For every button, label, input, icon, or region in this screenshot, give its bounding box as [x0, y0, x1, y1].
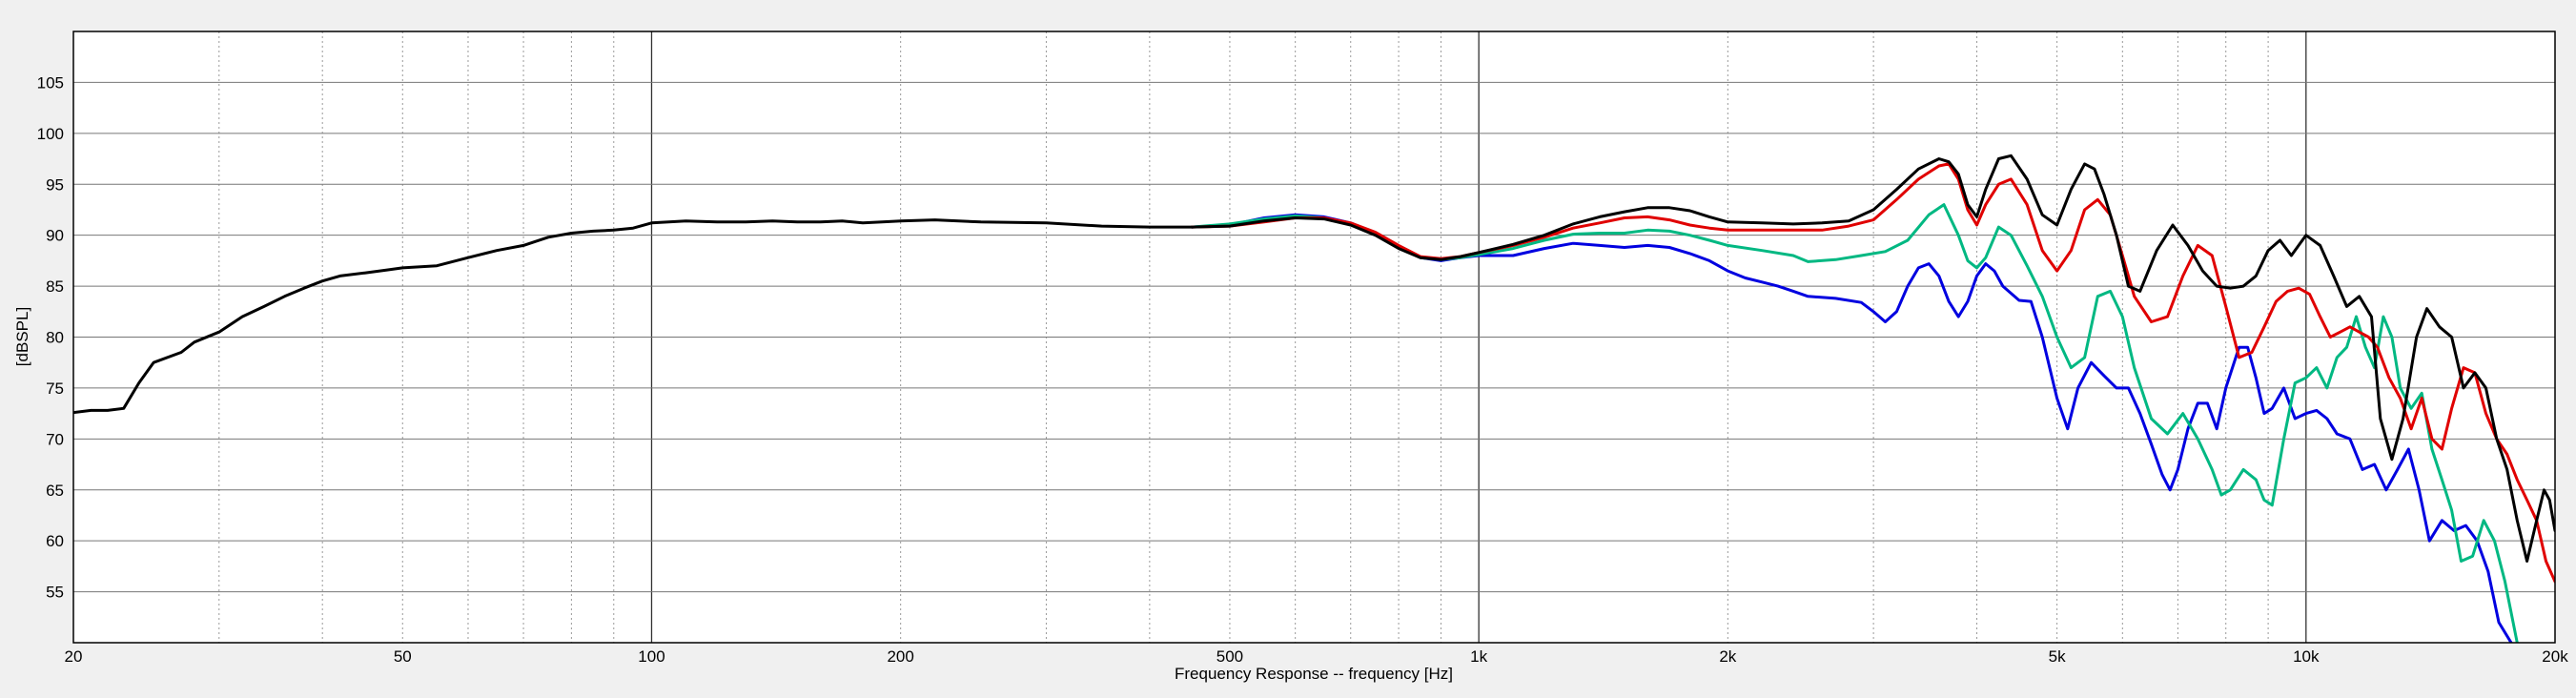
x-tick-label: 200 [887, 647, 913, 666]
x-tick-label: 100 [638, 647, 664, 666]
x-tick-label: 10k [2293, 647, 2320, 666]
x-tick-label: 1k [1470, 647, 1487, 666]
series-line-2 [1190, 203, 2519, 643]
y-tick-label: 100 [37, 125, 64, 143]
plot-frame [72, 31, 2556, 644]
y-tick-label: 60 [46, 532, 64, 550]
y-tick-label: 65 [46, 482, 64, 500]
x-axis-label: Frequency Response -- frequency [Hz] [1175, 665, 1453, 683]
y-tick-label: 55 [46, 584, 64, 602]
series-line-4 [73, 154, 2555, 563]
y-tick-label: 75 [46, 380, 64, 398]
y-tick-label: 70 [46, 430, 64, 448]
y-tick-label: 105 [37, 73, 64, 92]
tick-layer: 55 60 65 70 75 80 85 90 95 100 105 20 50 100 200 500 1k 2… [37, 73, 2569, 666]
x-tick-label: 50 [394, 647, 412, 666]
y-tick-label: 90 [46, 227, 64, 245]
x-tick-label: 5k [2049, 647, 2066, 666]
y-axis-label: [dBSPL] [13, 307, 31, 366]
y-tick-label: 85 [46, 277, 64, 296]
x-tick-label: 2k [1719, 647, 1736, 666]
grid-layer [73, 31, 2555, 643]
series-line-3 [1190, 162, 2555, 584]
x-tick-label: 500 [1216, 647, 1243, 666]
x-tick-label: 20 [65, 647, 83, 666]
y-tick-label: 95 [46, 175, 64, 194]
y-tick-label: 80 [46, 329, 64, 347]
x-tick-label: 20k [2542, 647, 2568, 666]
series-layer [73, 154, 2555, 643]
series-line-1 [1190, 213, 2513, 643]
